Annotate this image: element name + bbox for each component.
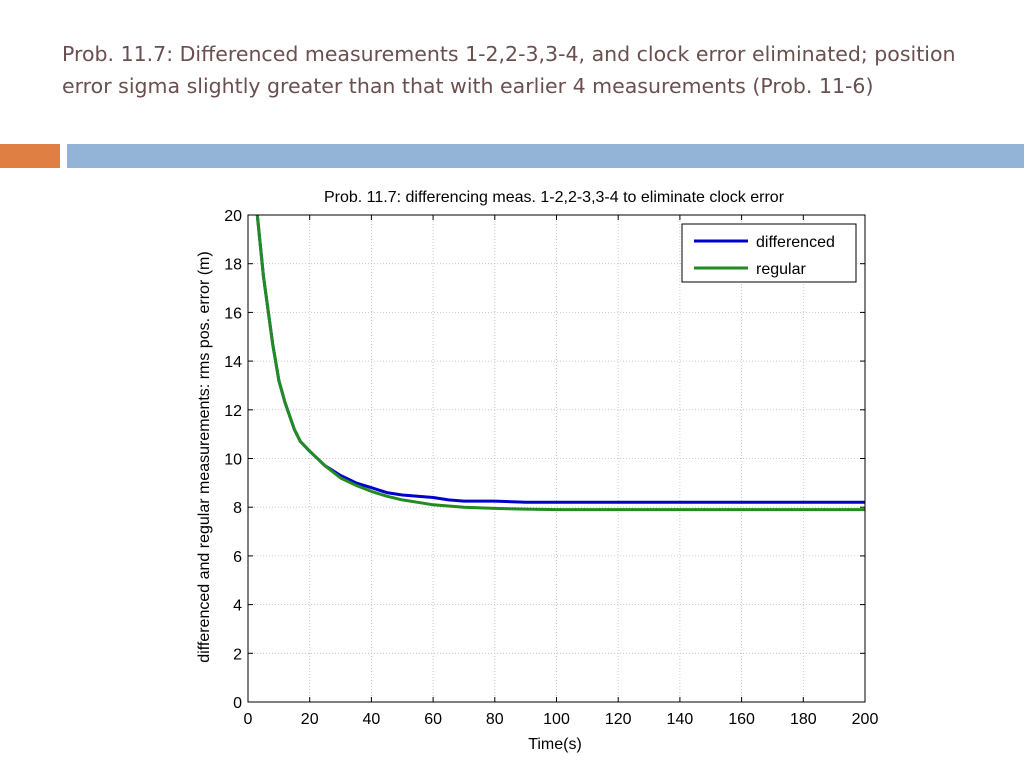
x-tick-label: 40 bbox=[363, 711, 381, 728]
legend-box bbox=[681, 223, 857, 283]
slide-title: Prob. 11.7: Differenced measurements 1-2… bbox=[62, 42, 956, 98]
y-tick-label: 10 bbox=[224, 452, 242, 469]
x-axis-label: Time(s) bbox=[528, 736, 582, 753]
y-tick-label: 18 bbox=[224, 257, 242, 274]
y-tick-label: 12 bbox=[224, 403, 242, 420]
grid-layer bbox=[248, 215, 865, 702]
x-tick-label: 80 bbox=[486, 711, 504, 728]
y-tick-label: 20 bbox=[224, 208, 242, 225]
y-axis-label: differenced and regular measurements: rm… bbox=[196, 251, 213, 662]
series-layer bbox=[255, 214, 865, 512]
x-tick-label: 120 bbox=[605, 711, 632, 728]
y-tick-label: 8 bbox=[233, 500, 242, 517]
x-tick-label: 140 bbox=[667, 711, 694, 728]
chart-title: Prob. 11.7: differencing meas. 1-2,2-3,3… bbox=[324, 189, 785, 206]
x-tick-label: 100 bbox=[543, 711, 570, 728]
legend: differenced regular bbox=[681, 223, 857, 283]
legend-label-regular: regular bbox=[756, 261, 806, 278]
accent-bar-blue bbox=[67, 144, 1024, 168]
x-tick-label: 200 bbox=[852, 711, 879, 728]
x-tick-label: 60 bbox=[424, 711, 442, 728]
y-tick-label: 6 bbox=[233, 549, 242, 566]
x-tick-label: 180 bbox=[790, 711, 817, 728]
x-tick-label: 0 bbox=[244, 711, 253, 728]
legend-label-differenced: differenced bbox=[756, 234, 835, 251]
y-tick-label: 4 bbox=[233, 598, 242, 615]
x-tick-label: 160 bbox=[728, 711, 755, 728]
axes-layer: 0 20 40 60 80 100 120 140 160 180 200 0 2 4 6 8 10 12 14 16… bbox=[224, 208, 878, 728]
x-tick-label: 20 bbox=[301, 711, 319, 728]
y-tick-label: 16 bbox=[224, 305, 242, 322]
y-tick-label: 14 bbox=[224, 354, 242, 371]
series-line-regular bbox=[255, 214, 865, 512]
y-tick-label: 2 bbox=[233, 646, 242, 663]
accent-bar-orange bbox=[0, 144, 60, 168]
y-tick-label: 0 bbox=[233, 695, 242, 712]
